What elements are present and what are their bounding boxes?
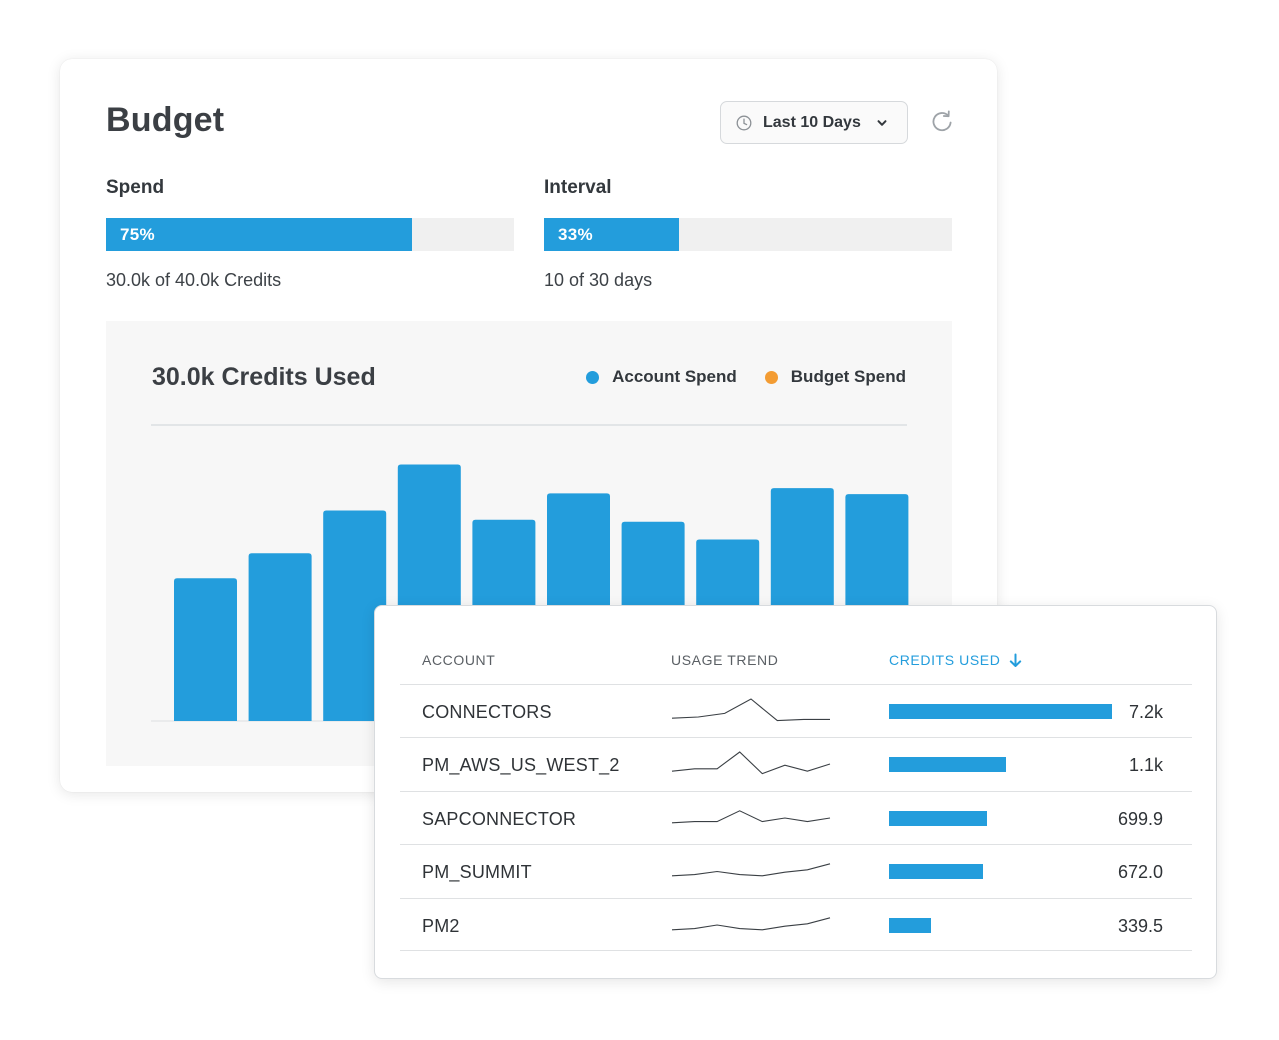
- sparkline-path: [671, 751, 831, 775]
- sparkline-path: [671, 698, 830, 722]
- sparkline-path: [671, 863, 831, 877]
- table-row[interactable]: CONNECTORS 7.2k: [400, 684, 1192, 737]
- account-name: PM_SUMMIT: [422, 862, 532, 883]
- chevron-down-icon: [877, 119, 887, 126]
- interval-title: Interval: [544, 177, 612, 198]
- table-row[interactable]: PM2 339.5: [400, 897, 1192, 951]
- legend-item-account-spend[interactable]: Account Spend: [586, 367, 737, 387]
- account-name: PM_AWS_US_WEST_2: [422, 755, 620, 776]
- usage-trend-sparkline: [671, 863, 831, 877]
- credits-bar: [889, 864, 983, 880]
- interval-progress-track: 33%: [544, 218, 952, 251]
- table-row[interactable]: PM_AWS_US_WEST_2 1.1k: [400, 737, 1192, 790]
- spend-percent: 75%: [120, 224, 155, 244]
- spend-progress-track: 75%: [106, 218, 514, 251]
- interval-subtext: 10 of 30 days: [544, 270, 653, 290]
- chart-title: 30.0k Credits Used: [152, 363, 376, 391]
- usage-trend-sparkline: [671, 698, 830, 722]
- column-header-credits-label: CREDITS USED: [889, 652, 1001, 668]
- credits-bar: [889, 917, 931, 933]
- spend-title: Spend: [106, 177, 165, 198]
- usage-trend-sparkline: [671, 751, 831, 775]
- credits-bar: [889, 810, 987, 826]
- interval-percent: 33%: [558, 224, 593, 244]
- legend-dot-budget-spend: [764, 370, 778, 384]
- credits-value: 7.2k: [1128, 702, 1163, 722]
- accounts-table-body: CONNECTORS 7.2k PM_AWS_US_WEST_2 1.1k SAPCON…: [400, 684, 1192, 951]
- refresh-icon[interactable]: [930, 109, 954, 135]
- date-range-select[interactable]: Last 10 Days: [720, 101, 908, 144]
- column-header-account[interactable]: ACCOUNT: [422, 652, 496, 668]
- account-name: PM2: [422, 915, 460, 936]
- chart-bar-1[interactable]: [174, 578, 237, 721]
- spend-metric: Spend 75% 30.0k of 40.0k Credits: [106, 177, 514, 291]
- column-header-usage-trend[interactable]: USAGE TREND: [671, 652, 779, 668]
- date-range-label: Last 10 Days: [763, 113, 861, 131]
- column-header-credits-used[interactable]: CREDITS USED: [889, 652, 1022, 668]
- credits-value: 339.5: [1117, 915, 1163, 936]
- legend-label-account-spend: Account Spend: [612, 367, 737, 386]
- legend-label-budget-spend: Budget Spend: [790, 367, 906, 386]
- chart-bar-3[interactable]: [323, 510, 387, 721]
- chart-bar-2[interactable]: [248, 553, 312, 721]
- credits-bar: [889, 757, 1006, 773]
- account-name: SAPCONNECTOR: [422, 808, 577, 829]
- credits-value: 1.1k: [1128, 755, 1163, 776]
- credits-bar: [889, 704, 1112, 719]
- legend-item-budget-spend[interactable]: Budget Spend: [764, 367, 906, 387]
- page-title: Budget: [106, 101, 225, 139]
- spend-subtext: 30.0k of 40.0k Credits: [106, 270, 282, 290]
- clock-icon: [736, 115, 752, 130]
- usage-trend-sparkline: [671, 916, 831, 930]
- credits-value: 699.9: [1117, 808, 1163, 829]
- legend-dot-account-spend: [586, 370, 600, 384]
- table-row[interactable]: SAPCONNECTOR 699.9: [400, 790, 1192, 844]
- table-row[interactable]: PM_SUMMIT 672.0: [400, 844, 1192, 897]
- account-name: CONNECTORS: [422, 702, 552, 722]
- credits-value: 672.0: [1117, 862, 1163, 883]
- sparkline-path: [671, 809, 831, 824]
- chart-legend: Account Spend Budget Spend: [586, 367, 906, 387]
- spend-progress-fill: 75%: [106, 218, 412, 251]
- sparkline-path: [671, 916, 831, 930]
- interval-metric: Interval 33% 10 of 30 days: [544, 177, 952, 291]
- arrow-down-icon: [1010, 653, 1022, 667]
- interval-progress-fill: 33%: [544, 218, 679, 251]
- accounts-table-card: ACCOUNT USAGE TREND CREDITS USED CONNECT…: [374, 605, 1217, 979]
- usage-trend-sparkline: [671, 809, 831, 824]
